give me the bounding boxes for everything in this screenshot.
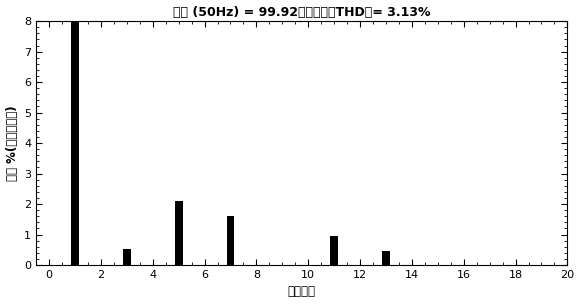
Bar [71, 6, 79, 265]
Bar [123, 249, 130, 265]
Y-axis label: 幅值 %(相对于基波): 幅值 %(相对于基波) [6, 105, 19, 181]
Bar [175, 201, 183, 265]
Title: 基波 (50Hz) = 99.92，畸变率（THD）= 3.13%: 基波 (50Hz) = 99.92，畸变率（THD）= 3.13% [173, 5, 430, 19]
Bar [330, 236, 338, 265]
Bar [227, 216, 234, 265]
Bar [382, 251, 390, 265]
X-axis label: 谐波次数: 谐波次数 [288, 285, 316, 299]
